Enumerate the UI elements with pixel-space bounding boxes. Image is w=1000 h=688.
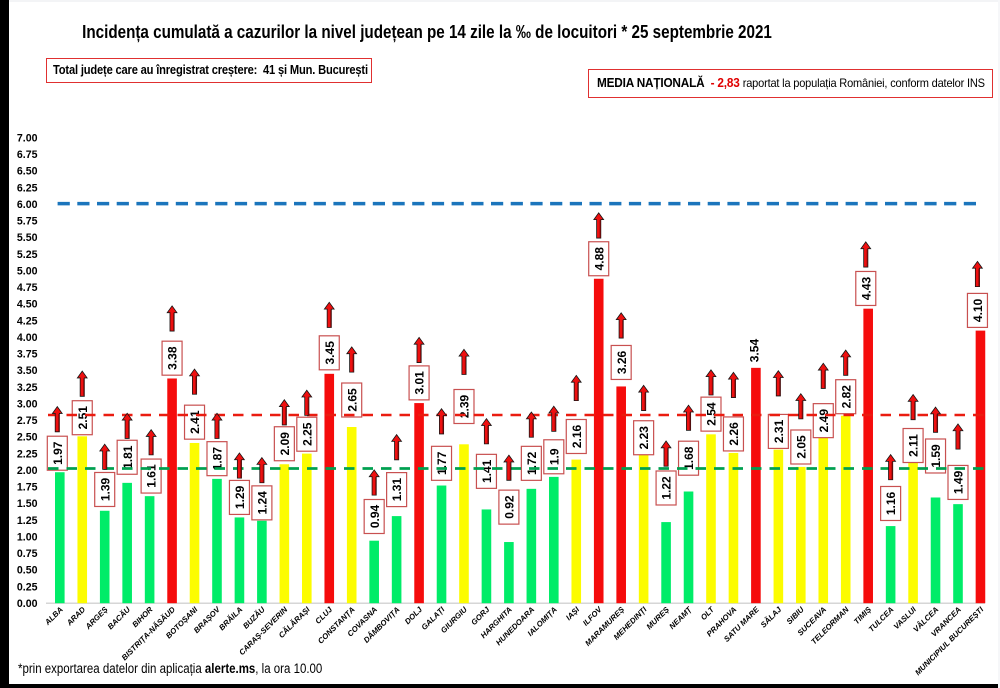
svg-text:2.31: 2.31 [772, 419, 786, 443]
svg-text:2.09: 2.09 [278, 432, 292, 456]
svg-text:1.25: 1.25 [17, 515, 38, 527]
svg-text:1.9: 1.9 [547, 448, 561, 465]
svg-text:1.16: 1.16 [884, 491, 898, 515]
svg-text:4.50: 4.50 [17, 299, 38, 311]
svg-text:4.10: 4.10 [971, 298, 985, 322]
svg-text:1.31: 1.31 [390, 478, 404, 502]
svg-text:4.88: 4.88 [592, 247, 606, 271]
svg-text:3.50: 3.50 [17, 365, 38, 377]
svg-text:2.39: 2.39 [458, 394, 472, 418]
svg-text:5.50: 5.50 [17, 232, 38, 244]
svg-text:1.24: 1.24 [256, 491, 270, 515]
svg-text:IAȘI: IAȘI [564, 604, 582, 622]
svg-text:1.97: 1.97 [51, 441, 65, 465]
svg-text:6.25: 6.25 [17, 182, 38, 194]
svg-text:ALBA: ALBA [42, 605, 65, 628]
svg-text:7.00: 7.00 [17, 133, 38, 145]
svg-text:0.00: 0.00 [17, 598, 38, 610]
svg-text:2.54: 2.54 [705, 402, 719, 426]
svg-text:1.87: 1.87 [211, 447, 225, 471]
svg-text:4.75: 4.75 [17, 282, 38, 294]
svg-text:2.50: 2.50 [17, 432, 38, 444]
svg-text:0.50: 0.50 [17, 565, 38, 577]
svg-text:6.00: 6.00 [17, 199, 38, 211]
svg-text:3.26: 3.26 [615, 350, 629, 374]
svg-text:2.00: 2.00 [17, 465, 38, 477]
svg-text:1.22: 1.22 [660, 476, 674, 500]
svg-text:4.43: 4.43 [859, 276, 873, 300]
svg-text:6.50: 6.50 [17, 166, 38, 178]
svg-text:3.01: 3.01 [413, 371, 427, 395]
svg-text:1.61: 1.61 [145, 464, 159, 488]
svg-text:0.92: 0.92 [503, 495, 517, 519]
svg-text:2.25: 2.25 [17, 448, 38, 460]
svg-text:1.29: 1.29 [233, 485, 247, 509]
svg-text:BRĂILA: BRĂILA [217, 605, 244, 632]
svg-text:0.75: 0.75 [17, 548, 38, 560]
svg-text:1.49: 1.49 [952, 470, 966, 494]
svg-text:1.50: 1.50 [17, 498, 38, 510]
svg-text:1.00: 1.00 [17, 531, 38, 543]
svg-text:BACĂU: BACĂU [106, 605, 133, 632]
svg-text:3.25: 3.25 [17, 382, 38, 394]
svg-text:1.39: 1.39 [98, 477, 112, 501]
svg-text:1.41: 1.41 [480, 459, 494, 483]
svg-text:1.77: 1.77 [435, 451, 449, 475]
svg-text:2.51: 2.51 [76, 406, 90, 430]
svg-text:5.00: 5.00 [17, 266, 38, 278]
svg-text:0.94: 0.94 [368, 504, 382, 528]
svg-text:2.16: 2.16 [570, 424, 584, 448]
svg-text:1.72: 1.72 [525, 451, 539, 475]
svg-text:4.25: 4.25 [17, 315, 38, 327]
svg-text:1.75: 1.75 [17, 482, 38, 494]
svg-text:6.75: 6.75 [17, 149, 38, 161]
svg-text:1.59: 1.59 [929, 444, 943, 468]
svg-text:1.81: 1.81 [121, 445, 135, 469]
svg-text:MUREȘ: MUREȘ [645, 604, 672, 631]
svg-text:TULCEA: TULCEA [867, 605, 896, 634]
svg-text:2.26: 2.26 [727, 422, 741, 446]
svg-text:SĂLAJ: SĂLAJ [759, 605, 784, 630]
svg-text:NEAMȚ: NEAMȚ [667, 604, 694, 631]
svg-text:2.05: 2.05 [794, 435, 808, 459]
svg-text:3.54: 3.54 [748, 339, 762, 363]
svg-text:3.00: 3.00 [17, 398, 38, 410]
svg-text:1.68: 1.68 [682, 446, 696, 470]
svg-text:2.25: 2.25 [300, 422, 314, 446]
svg-text:2.65: 2.65 [345, 388, 359, 412]
svg-text:3.75: 3.75 [17, 349, 38, 361]
svg-text:3.38: 3.38 [166, 346, 180, 370]
svg-text:0.25: 0.25 [17, 581, 38, 593]
svg-text:2.23: 2.23 [637, 426, 651, 450]
svg-text:OLT: OLT [699, 604, 717, 622]
svg-text:2.82: 2.82 [839, 385, 853, 409]
svg-text:2.49: 2.49 [817, 409, 831, 433]
svg-text:5.25: 5.25 [17, 249, 38, 261]
svg-text:3.45: 3.45 [323, 341, 337, 365]
svg-text:2.11: 2.11 [907, 434, 921, 457]
svg-text:2.75: 2.75 [17, 415, 38, 427]
svg-text:5.75: 5.75 [17, 216, 38, 228]
svg-text:ARGEȘ: ARGEȘ [83, 604, 110, 631]
svg-text:4.00: 4.00 [17, 332, 38, 344]
